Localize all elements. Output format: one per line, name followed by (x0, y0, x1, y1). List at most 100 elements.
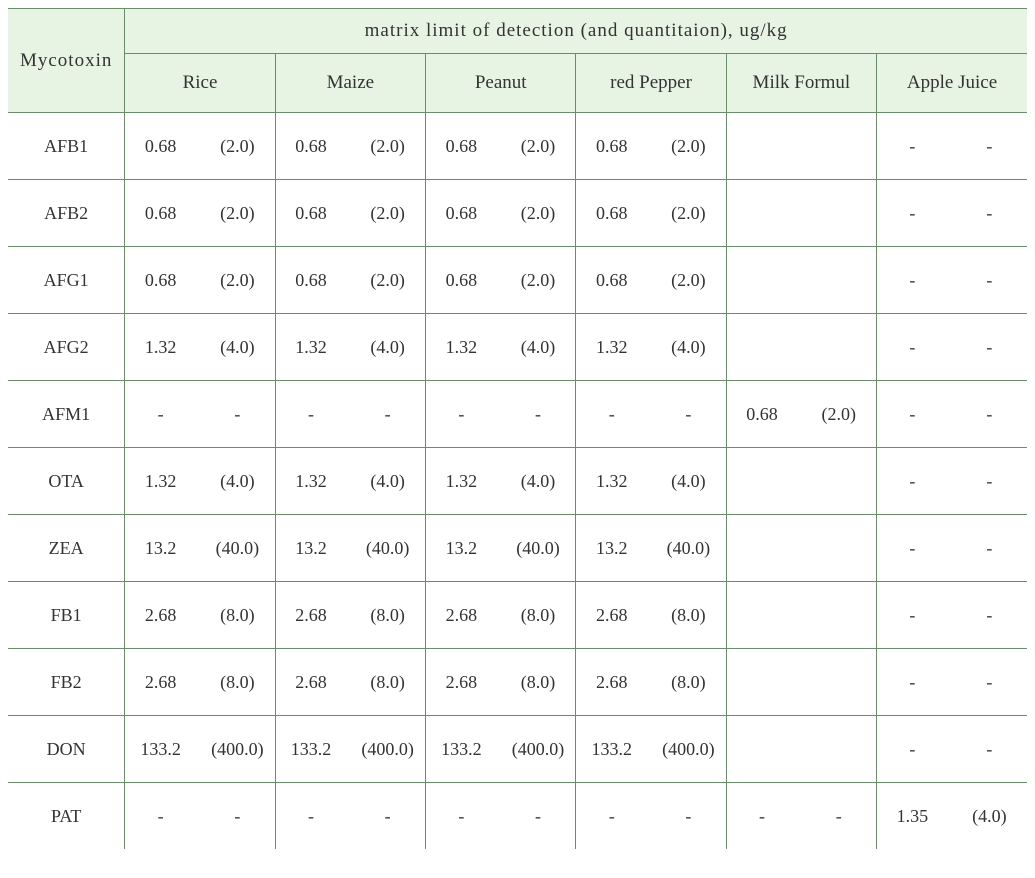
loq-cell: (2.0) (801, 381, 876, 448)
lod-cell: 0.68 (426, 113, 501, 180)
mycotoxin-name: AFM1 (8, 381, 125, 448)
lod-cell: - (877, 113, 952, 180)
lod-cell: 0.68 (275, 180, 350, 247)
lod-cell (726, 515, 801, 582)
loq-cell: (2.0) (651, 247, 726, 314)
matrix-header: Milk Formul (726, 54, 876, 113)
lod-cell: - (877, 381, 952, 448)
lod-cell (726, 180, 801, 247)
loq-cell: (4.0) (350, 448, 425, 515)
lod-cell: 0.68 (125, 113, 200, 180)
lod-cell: - (877, 247, 952, 314)
loq-cell: (2.0) (651, 180, 726, 247)
lod-cell: - (726, 783, 801, 850)
table-body: AFB10.68(2.0)0.68(2.0)0.68(2.0)0.68(2.0)… (8, 113, 1027, 850)
lod-cell: - (877, 515, 952, 582)
lod-cell: 0.68 (576, 113, 651, 180)
loq-cell: (8.0) (501, 649, 576, 716)
loq-cell: - (501, 783, 576, 850)
lod-cell: - (877, 314, 952, 381)
loq-cell: (400.0) (651, 716, 726, 783)
lod-cell: 1.35 (877, 783, 952, 850)
loq-cell: (4.0) (651, 448, 726, 515)
lod-cell: 1.32 (275, 314, 350, 381)
lod-cell: 1.32 (125, 448, 200, 515)
lod-cell (726, 649, 801, 716)
lod-cell: - (426, 381, 501, 448)
table-row: FB22.68(8.0)2.68(8.0)2.68(8.0)2.68(8.0)-… (8, 649, 1027, 716)
loq-cell (801, 582, 876, 649)
lod-cell: 2.68 (275, 649, 350, 716)
lod-cell: - (275, 783, 350, 850)
loq-cell: (40.0) (651, 515, 726, 582)
lod-cell: 133.2 (426, 716, 501, 783)
loq-cell: (8.0) (651, 649, 726, 716)
mycotoxin-name: OTA (8, 448, 125, 515)
table-row: FB12.68(8.0)2.68(8.0)2.68(8.0)2.68(8.0)-… (8, 582, 1027, 649)
lod-cell: 1.32 (576, 448, 651, 515)
matrix-header: Peanut (426, 54, 576, 113)
mycotoxin-name: FB2 (8, 649, 125, 716)
loq-cell (801, 247, 876, 314)
lod-cell: 1.32 (125, 314, 200, 381)
table-title: matrix limit of detection (and quantitai… (125, 9, 1027, 54)
loq-cell: (2.0) (501, 113, 576, 180)
lod-cell: 133.2 (576, 716, 651, 783)
lod-cell: - (125, 381, 200, 448)
row-label-header: Mycotoxin (8, 9, 125, 113)
loq-cell (801, 716, 876, 783)
loq-cell: (2.0) (200, 113, 275, 180)
table-row: AFB10.68(2.0)0.68(2.0)0.68(2.0)0.68(2.0)… (8, 113, 1027, 180)
table-row: AFG10.68(2.0)0.68(2.0)0.68(2.0)0.68(2.0)… (8, 247, 1027, 314)
lod-cell: 0.68 (125, 247, 200, 314)
table-row: ZEA13.2(40.0)13.2(40.0)13.2(40.0)13.2(40… (8, 515, 1027, 582)
lod-cell: 0.68 (125, 180, 200, 247)
matrix-header: Rice (125, 54, 275, 113)
lod-cell: - (877, 180, 952, 247)
lod-cell (726, 247, 801, 314)
mycotoxin-name: FB1 (8, 582, 125, 649)
loq-cell: - (952, 247, 1027, 314)
table-header: Mycotoxin matrix limit of detection (and… (8, 9, 1027, 113)
loq-cell: - (952, 515, 1027, 582)
lod-cell: 0.68 (275, 247, 350, 314)
lod-cell: 2.68 (576, 649, 651, 716)
table-row: AFM1--------0.68(2.0)-- (8, 381, 1027, 448)
loq-cell: (8.0) (200, 582, 275, 649)
lod-cell: 0.68 (726, 381, 801, 448)
lod-cell: 1.32 (275, 448, 350, 515)
lod-cell: 13.2 (125, 515, 200, 582)
table-row: DON133.2(400.0)133.2(400.0)133.2(400.0)1… (8, 716, 1027, 783)
lod-cell: 13.2 (275, 515, 350, 582)
loq-cell: - (952, 649, 1027, 716)
lod-cell: 0.68 (426, 180, 501, 247)
loq-cell: (4.0) (501, 448, 576, 515)
loq-cell: - (801, 783, 876, 850)
lod-cell (726, 716, 801, 783)
lod-cell: 1.32 (576, 314, 651, 381)
loq-cell: (2.0) (350, 113, 425, 180)
loq-cell: - (350, 783, 425, 850)
lod-cell: 2.68 (426, 582, 501, 649)
loq-cell: (4.0) (200, 448, 275, 515)
lod-cell: - (877, 716, 952, 783)
loq-cell: (40.0) (200, 515, 275, 582)
loq-cell: - (952, 582, 1027, 649)
mycotoxin-limits-table: Mycotoxin matrix limit of detection (and… (8, 8, 1027, 849)
loq-cell: (8.0) (651, 582, 726, 649)
lod-cell: 2.68 (426, 649, 501, 716)
mycotoxin-name: AFG1 (8, 247, 125, 314)
loq-cell (801, 649, 876, 716)
matrix-header: red Pepper (576, 54, 726, 113)
loq-cell: (2.0) (200, 247, 275, 314)
table-row: AFB20.68(2.0)0.68(2.0)0.68(2.0)0.68(2.0)… (8, 180, 1027, 247)
loq-cell: - (952, 381, 1027, 448)
loq-cell: (2.0) (651, 113, 726, 180)
loq-cell: (2.0) (200, 180, 275, 247)
lod-cell: - (426, 783, 501, 850)
lod-cell: 133.2 (275, 716, 350, 783)
loq-cell: (40.0) (501, 515, 576, 582)
loq-cell (801, 113, 876, 180)
loq-cell: - (651, 783, 726, 850)
loq-cell: (8.0) (501, 582, 576, 649)
